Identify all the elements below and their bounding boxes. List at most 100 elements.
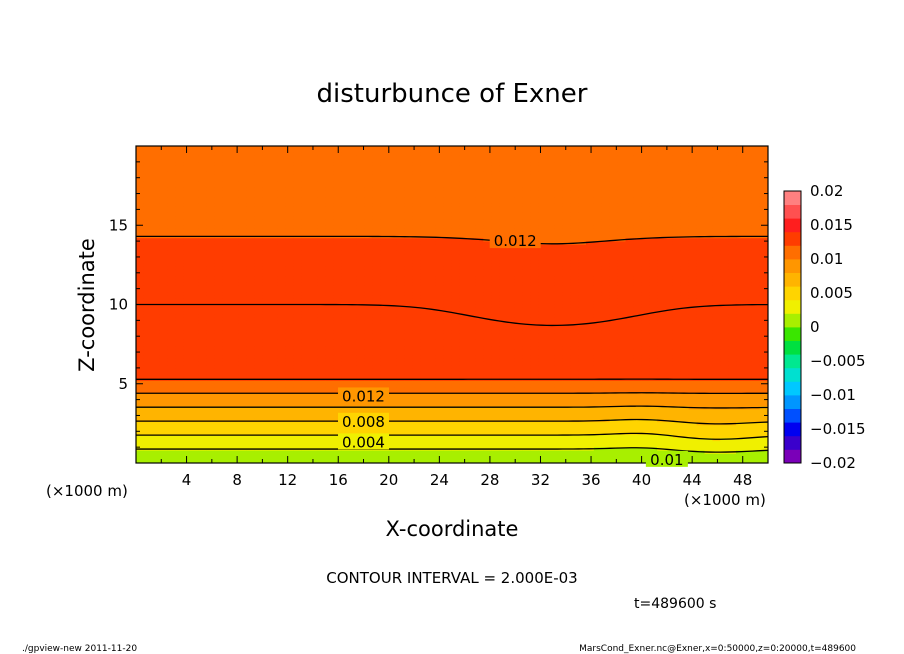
contour-cell: [451, 202, 461, 207]
contour-cell: [435, 171, 445, 175]
contour-cell: [491, 152, 500, 156]
contour-cell: [230, 418, 239, 423]
contour-cell: [420, 297, 429, 302]
contour-cell: [285, 148, 295, 153]
contour-cell: [412, 402, 421, 407]
contour-cell: [309, 262, 318, 267]
contour-cell: [443, 421, 453, 426]
contour-cell: [159, 386, 168, 391]
contour-cell: [522, 297, 532, 302]
contour-cell: [396, 186, 405, 191]
contour-cell: [136, 259, 145, 264]
contour-cell: [159, 332, 168, 337]
contour-cell: [507, 443, 516, 448]
contour-cell: [404, 383, 413, 388]
contour-cell: [285, 190, 295, 194]
contour-cell: [435, 392, 445, 397]
contour-cell: [483, 329, 492, 334]
contour-cell: [151, 253, 160, 258]
contour-cell: [341, 272, 350, 277]
contour-cell: [277, 218, 287, 223]
contour-cell: [317, 247, 326, 251]
contour-cell: [356, 456, 366, 461]
contour-cell: [198, 285, 208, 289]
contour-cell: [428, 427, 437, 432]
contour-cell: [507, 316, 516, 321]
contour-cell: [412, 199, 421, 204]
contour-cell: [443, 234, 453, 239]
contour-cell: [341, 383, 350, 388]
contour-cell: [167, 301, 176, 305]
contour-cell: [143, 266, 153, 270]
contour-cell: [333, 180, 342, 185]
contour-cell: [412, 146, 421, 150]
contour-cell: [191, 437, 200, 442]
contour-cell: [483, 297, 492, 302]
contour-cell: [159, 196, 168, 201]
contour-cell: [451, 453, 461, 457]
contour-cell: [372, 348, 382, 353]
contour-cell: [491, 186, 500, 191]
contour-cell: [507, 158, 516, 163]
contour-cell: [388, 440, 397, 445]
contour-cell: [277, 205, 287, 210]
contour-cell: [483, 380, 492, 385]
contour-cell: [143, 421, 153, 426]
contour-cell: [420, 282, 429, 286]
contour-cell: [443, 386, 453, 391]
contour-cell: [214, 291, 224, 296]
contour-cell: [491, 291, 500, 296]
contour-cell: [467, 250, 476, 255]
contour-cell: [136, 212, 145, 217]
contour-cell: [277, 307, 287, 312]
contour-cell: [325, 437, 334, 442]
contour-cell: [396, 174, 405, 178]
contour-cell: [491, 304, 500, 308]
contour-cell: [325, 358, 334, 362]
contour-cell: [238, 202, 247, 207]
contour-cell: [270, 272, 279, 277]
contour-cell: [475, 155, 484, 159]
contour-cell: [483, 418, 492, 423]
contour-cell: [222, 345, 232, 350]
contour-cell: [167, 282, 176, 286]
contour-cell: [262, 418, 271, 423]
contour-cell: [183, 351, 192, 356]
contour-cell: [136, 202, 145, 207]
contour-cell: [483, 152, 492, 156]
contour-cell: [333, 291, 342, 296]
contour-cell: [230, 301, 239, 305]
contour-cell: [522, 228, 532, 232]
contour-cell: [491, 380, 500, 385]
contour-cell: [412, 339, 421, 343]
contour-cell: [230, 262, 239, 267]
contour-cell: [364, 313, 374, 318]
contour-cell: [388, 456, 397, 461]
contour-cell: [459, 450, 469, 454]
contour-cell: [198, 237, 208, 242]
contour-cell: [214, 402, 224, 407]
contour-cell: [435, 396, 445, 400]
contour-cell: [451, 313, 461, 318]
contour-cell: [483, 408, 492, 413]
contour-cell: [301, 307, 311, 312]
contour-cell: [270, 186, 279, 191]
contour-cell: [309, 431, 318, 435]
contour-cell: [175, 231, 184, 236]
contour-cell: [356, 345, 366, 350]
contour-cell: [356, 199, 366, 204]
contour-cell: [198, 354, 208, 359]
contour-cell: [206, 161, 216, 166]
contour-cell: [183, 424, 192, 429]
contour-cell: [364, 256, 374, 261]
contour-cell: [364, 180, 374, 185]
contour-cell: [301, 342, 311, 347]
contour-cell: [301, 259, 311, 264]
contour-cell: [475, 167, 484, 172]
contour-cell: [183, 411, 192, 416]
contour-cell: [191, 190, 200, 194]
contour-cell: [364, 224, 374, 229]
contour-cell: [151, 196, 160, 201]
contour-cell: [356, 215, 366, 220]
contour-cell: [372, 215, 382, 220]
